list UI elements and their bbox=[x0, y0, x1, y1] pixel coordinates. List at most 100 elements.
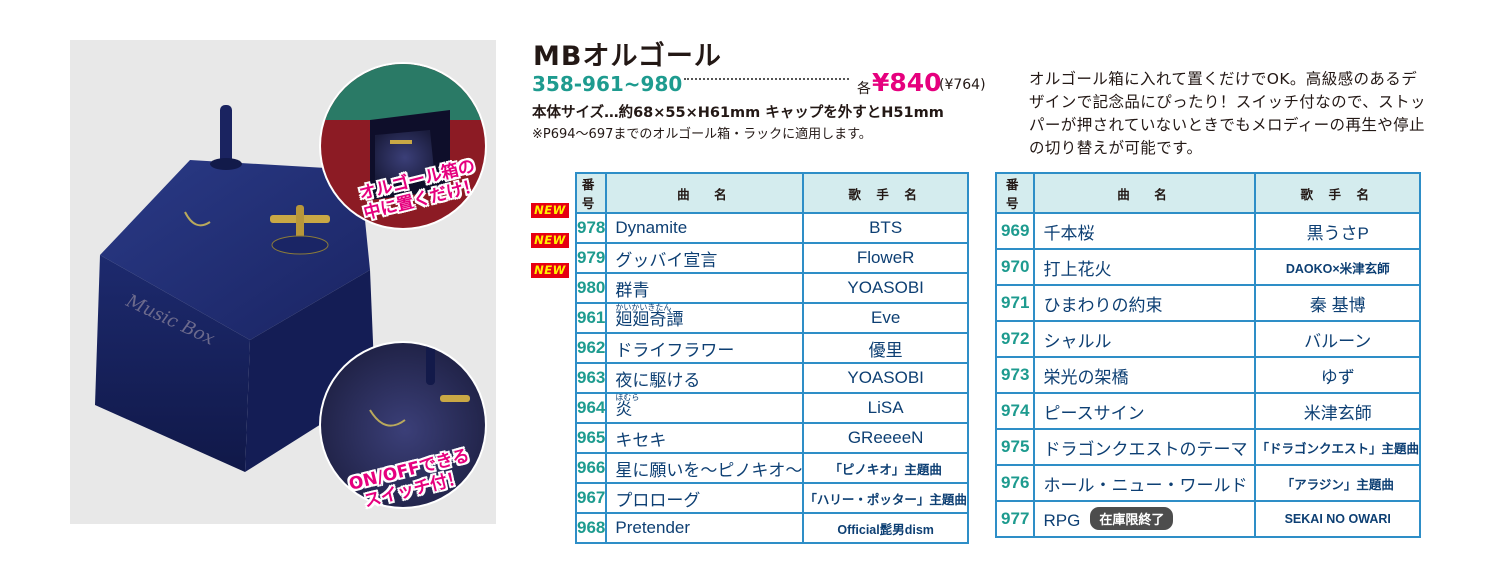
song-title: 打上花火 bbox=[1033, 248, 1257, 286]
song-number: 962 bbox=[574, 332, 608, 364]
song-number: 965 bbox=[574, 422, 608, 454]
column-header-song: 曲 名 bbox=[605, 172, 805, 214]
table-row: 972 シャルル バルーン bbox=[994, 320, 1421, 358]
table-row: 977 RPG 在庫限終了 SEKAI NO OWARI bbox=[994, 500, 1421, 538]
song-number: 973 bbox=[994, 356, 1036, 394]
product-description: オルゴール箱に入れて置くだけでOK。高級感のあるデザインで記念品にぴったり！スイ… bbox=[1029, 70, 1426, 157]
table-row: 975 ドラゴンクエストのテーマ 「ドラゴンクエスト」主題曲 bbox=[994, 428, 1421, 466]
song-title-text: 炎 bbox=[615, 399, 633, 419]
table-row: 961 かいかいきたん 廻廻奇譚 Eve bbox=[574, 302, 969, 334]
song-title-text: ホール・ニュー・ワールド bbox=[1043, 475, 1248, 495]
song-number: 966 bbox=[574, 452, 608, 484]
song-number: 971 bbox=[994, 284, 1036, 322]
artist-name: 「ピノキオ」主題曲 bbox=[802, 452, 969, 484]
product-note: ※P694～697までのオルゴール箱・ラックに適用します。 bbox=[532, 127, 872, 142]
song-title: ひまわりの約束 bbox=[1033, 284, 1257, 322]
song-title: ドライフラワー bbox=[605, 332, 805, 364]
song-table-right: 番号 曲 名 歌 手 名 969 千本桜 黒うさP 970 打上花火 DAOKO×米津玄師… bbox=[994, 172, 1421, 538]
song-title-text: 千本桜 bbox=[1043, 223, 1095, 243]
table-row: 965 キセキ GReeeeN bbox=[574, 422, 969, 454]
song-title-text: RPG bbox=[1043, 511, 1081, 530]
table-row: 970 打上花火 DAOKO×米津玄師 bbox=[994, 248, 1421, 286]
song-title-with-ruby: ほむら炎 bbox=[615, 392, 640, 419]
song-title: 群青 bbox=[605, 272, 805, 304]
song-number: 977 bbox=[994, 500, 1036, 538]
artist-name: 黒うさP bbox=[1254, 212, 1421, 250]
song-number: 979 bbox=[574, 242, 608, 274]
product-photo: Music Box オルゴール箱の 中に置くだけ！ ON/OFFできる スイッチ… bbox=[70, 40, 496, 524]
price-prefix: 各 bbox=[857, 81, 871, 97]
song-title-with-ruby: かいかいきたん 廻廻奇譚 bbox=[615, 302, 683, 328]
song-title-text: 夜に駆ける bbox=[615, 370, 701, 390]
song-title-text: Pretender bbox=[615, 518, 691, 537]
song-number: 972 bbox=[994, 320, 1036, 358]
song-title: ドラゴンクエストのテーマ bbox=[1033, 428, 1257, 466]
artist-name: ゆず bbox=[1254, 356, 1421, 394]
song-title-text: シャルル bbox=[1043, 331, 1112, 351]
artist-name: 「アラジン」主題曲 bbox=[1254, 464, 1421, 502]
song-number: 978 bbox=[574, 212, 608, 244]
box-front bbox=[95, 255, 250, 472]
table-row: 980 群青 YOASOBI bbox=[574, 272, 969, 304]
price-excluding-tax: (¥764) bbox=[939, 77, 986, 93]
artist-name: BTS bbox=[802, 212, 969, 244]
table-row: 973 栄光の架橋 ゆず bbox=[994, 356, 1421, 394]
song-title: かいかいきたん 廻廻奇譚 bbox=[605, 302, 805, 334]
artist-name: 優里 bbox=[802, 332, 969, 364]
table-row: 967 プロローグ 「ハリー・ポッター」主題曲 bbox=[574, 482, 969, 514]
table-row: 966 星に願いを～ピノキオ～ 「ピノキオ」主題曲 bbox=[574, 452, 969, 484]
song-title-text: Dynamite bbox=[615, 218, 688, 237]
song-title: ピースサイン bbox=[1033, 392, 1257, 430]
artist-name: SEKAI NO OWARI bbox=[1254, 500, 1421, 538]
song-number: 970 bbox=[994, 248, 1036, 286]
song-title-text: 栄光の架橋 bbox=[1043, 367, 1129, 387]
song-title-text: ドライフラワー bbox=[615, 340, 735, 360]
artist-name: YOASOBI bbox=[802, 272, 969, 304]
ruby-reading: ほむら bbox=[615, 392, 640, 402]
leader-dots bbox=[684, 78, 849, 80]
artist-name: 「ハリー・ポッター」主題曲 bbox=[802, 482, 969, 514]
song-title-text: プロローグ bbox=[615, 490, 701, 510]
song-number: 974 bbox=[994, 392, 1036, 430]
product-size: 本体サイズ…約68×55×H61mm キャップを外すとH51mm bbox=[532, 105, 944, 121]
song-number: 964 bbox=[574, 392, 608, 424]
artist-name: LiSA bbox=[802, 392, 969, 424]
product-title: MBオルゴール bbox=[533, 41, 722, 72]
artist-name: Official髭男dism bbox=[802, 512, 969, 544]
song-title: RPG 在庫限終了 bbox=[1033, 500, 1257, 538]
song-table-left: 番号 曲 名 歌 手 名 978 Dynamite BTS 979 グッバイ宣言 Flow… bbox=[574, 172, 969, 544]
song-title: キセキ bbox=[605, 422, 805, 454]
music-box-illustration: Music Box bbox=[95, 62, 487, 509]
song-number: 969 bbox=[994, 212, 1036, 250]
song-title: プロローグ bbox=[605, 482, 805, 514]
artist-name: YOASOBI bbox=[802, 362, 969, 394]
artist-name: GReeeeN bbox=[802, 422, 969, 454]
song-title: グッバイ宣言 bbox=[605, 242, 805, 274]
table-row: 978 Dynamite BTS bbox=[574, 212, 969, 244]
song-title-text: キセキ bbox=[615, 430, 667, 450]
table-row: 979 グッバイ宣言 FloweR bbox=[574, 242, 969, 274]
artist-name: DAOKO×米津玄師 bbox=[1254, 248, 1421, 286]
song-title-text: グッバイ宣言 bbox=[615, 250, 718, 270]
song-title: Dynamite bbox=[605, 212, 805, 244]
column-header-artist: 歌 手 名 bbox=[802, 172, 969, 214]
song-title-text: 星に願いを～ピノキオ～ bbox=[615, 460, 803, 480]
artist-name: FloweR bbox=[802, 242, 969, 274]
column-header-number: 番号 bbox=[574, 172, 608, 214]
ruby-reading: かいかいきたん bbox=[615, 302, 672, 312]
column-header-number: 番号 bbox=[994, 172, 1036, 214]
song-number: 968 bbox=[574, 512, 608, 544]
new-badge: NEW bbox=[531, 233, 569, 248]
artist-name: バルーン bbox=[1254, 320, 1421, 358]
table-row: 968 Pretender Official髭男dism bbox=[574, 512, 969, 544]
box-top bbox=[100, 160, 370, 340]
price: ¥840 bbox=[872, 68, 942, 97]
song-title-text: 打上花火 bbox=[1043, 259, 1112, 279]
song-title: 星に願いを～ピノキオ～ bbox=[605, 452, 805, 484]
artist-name: 「ドラゴンクエスト」主題曲 bbox=[1254, 428, 1421, 466]
new-badge: NEW bbox=[531, 263, 569, 278]
song-number: 967 bbox=[574, 482, 608, 514]
song-table-body: 978 Dynamite BTS 979 グッバイ宣言 FloweR 980 群青 YOASOB… bbox=[574, 212, 969, 544]
artist-name: Eve bbox=[802, 302, 969, 334]
out-of-stock-badge: 在庫限終了 bbox=[1090, 507, 1174, 530]
